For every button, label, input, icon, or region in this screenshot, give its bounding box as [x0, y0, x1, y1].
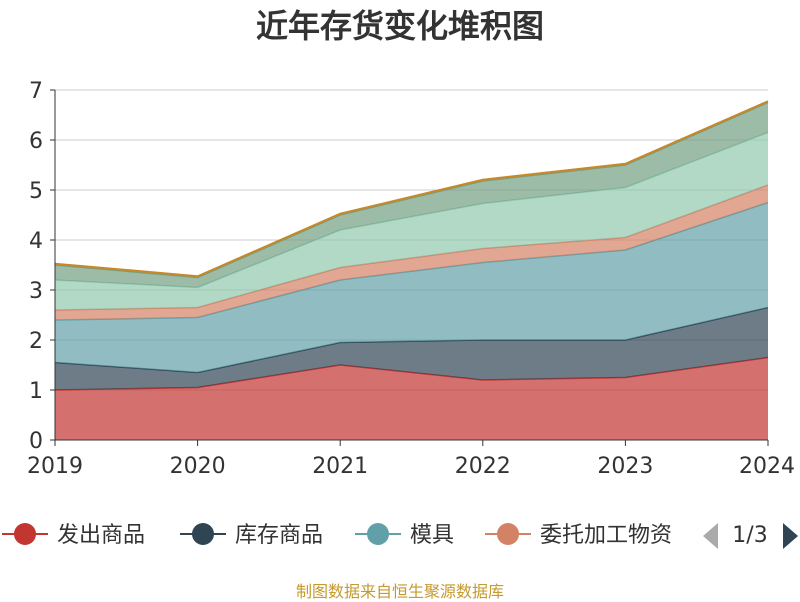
x-tick-label: 2019 [27, 454, 83, 479]
x-tick-label: 2024 [739, 454, 795, 479]
legend-marker-icon [367, 523, 389, 545]
x-tick-label: 2022 [455, 454, 511, 479]
legend-item[interactable]: 库存商品 [180, 523, 323, 548]
area-series [54, 100, 769, 440]
legend-label: 模具 [410, 523, 454, 548]
y-tick-label: 6 [29, 129, 43, 154]
area-series-5 [55, 132, 768, 310]
area-series-1 [55, 357, 768, 440]
legend-item[interactable]: 发出商品 [2, 523, 145, 548]
legend-prev-arrow-icon[interactable] [703, 523, 718, 549]
area-series-2 [55, 307, 768, 390]
y-axis-label: 亿元 [0, 102, 2, 134]
area-series-3 [55, 202, 768, 373]
legend-next-arrow-icon[interactable] [783, 523, 798, 549]
x-tick-label: 2021 [312, 454, 368, 479]
legend-label: 发出商品 [57, 523, 145, 548]
x-tick-label: 2023 [597, 454, 653, 479]
legend-label: 委托加工物资 [540, 523, 672, 548]
source-note: 制图数据来自恒生聚源数据库 [295, 582, 504, 601]
y-tick-label: 0 [29, 429, 43, 454]
chart-title: 近年存货变化堆积图 [256, 7, 544, 45]
legend: 发出商品 库存商品 模具 委托加工物资 1/3 [2, 523, 798, 549]
x-tick-label: 2020 [170, 454, 226, 479]
legend-label: 库存商品 [235, 523, 323, 548]
legend-item[interactable]: 模具 [355, 523, 454, 548]
y-tick-label: 7 [29, 79, 43, 104]
axes: 0 1 2 3 4 5 6 7 2019 2020 2021 2022 2023 2024 [27, 79, 795, 479]
legend-page-indicator: 1/3 [732, 523, 767, 548]
legend-item[interactable]: 委托加工物资 [485, 523, 672, 548]
y-tick-label: 3 [29, 279, 43, 304]
y-tick-label: 4 [29, 229, 43, 254]
legend-marker-icon [192, 523, 214, 545]
y-tick-label: 5 [29, 179, 43, 204]
y-tick-label: 1 [29, 379, 43, 404]
legend-marker-icon [497, 523, 519, 545]
legend-marker-icon [14, 523, 36, 545]
y-tick-label: 2 [29, 329, 43, 354]
area-line-7 [54, 100, 769, 277]
